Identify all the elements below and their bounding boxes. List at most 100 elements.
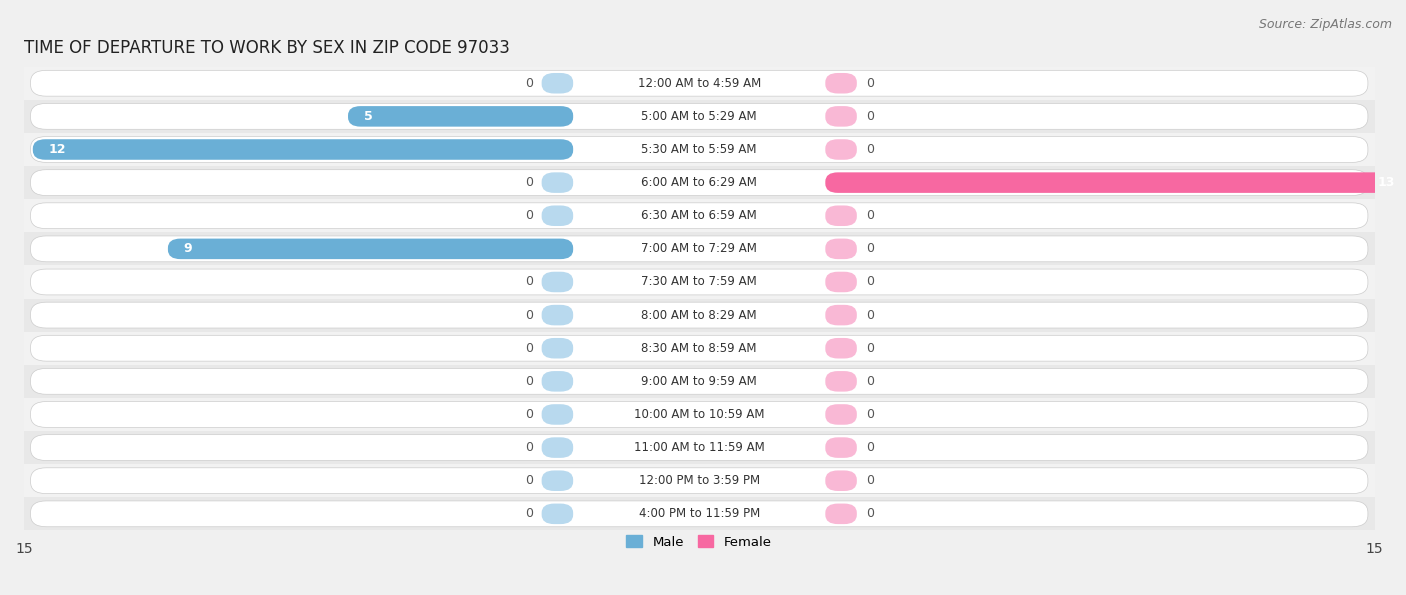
Bar bbox=[24, 265, 1375, 299]
Text: 0: 0 bbox=[524, 375, 533, 388]
Text: 0: 0 bbox=[524, 474, 533, 487]
FancyBboxPatch shape bbox=[541, 73, 574, 93]
Text: 13: 13 bbox=[1378, 176, 1395, 189]
Text: 0: 0 bbox=[524, 342, 533, 355]
Text: Source: ZipAtlas.com: Source: ZipAtlas.com bbox=[1258, 18, 1392, 31]
FancyBboxPatch shape bbox=[825, 272, 856, 292]
Text: 6:00 AM to 6:29 AM: 6:00 AM to 6:29 AM bbox=[641, 176, 758, 189]
Text: 7:00 AM to 7:29 AM: 7:00 AM to 7:29 AM bbox=[641, 242, 758, 255]
FancyBboxPatch shape bbox=[825, 173, 1406, 193]
FancyBboxPatch shape bbox=[825, 338, 856, 359]
Text: 9:00 AM to 9:59 AM: 9:00 AM to 9:59 AM bbox=[641, 375, 756, 388]
FancyBboxPatch shape bbox=[825, 503, 856, 524]
Text: 0: 0 bbox=[866, 342, 875, 355]
FancyBboxPatch shape bbox=[31, 70, 1368, 96]
FancyBboxPatch shape bbox=[31, 302, 1368, 328]
FancyBboxPatch shape bbox=[31, 368, 1368, 394]
Text: 0: 0 bbox=[866, 77, 875, 90]
Text: 7:30 AM to 7:59 AM: 7:30 AM to 7:59 AM bbox=[641, 275, 756, 289]
Text: 0: 0 bbox=[866, 508, 875, 521]
Text: 12:00 AM to 4:59 AM: 12:00 AM to 4:59 AM bbox=[637, 77, 761, 90]
FancyBboxPatch shape bbox=[825, 371, 856, 392]
Text: 0: 0 bbox=[524, 508, 533, 521]
FancyBboxPatch shape bbox=[31, 104, 1368, 129]
FancyBboxPatch shape bbox=[541, 404, 574, 425]
Text: 0: 0 bbox=[866, 309, 875, 322]
Text: 0: 0 bbox=[524, 275, 533, 289]
FancyBboxPatch shape bbox=[31, 402, 1368, 427]
FancyBboxPatch shape bbox=[31, 435, 1368, 461]
FancyBboxPatch shape bbox=[825, 139, 856, 160]
FancyBboxPatch shape bbox=[541, 272, 574, 292]
Text: 11:00 AM to 11:59 AM: 11:00 AM to 11:59 AM bbox=[634, 441, 765, 454]
Text: 8:00 AM to 8:29 AM: 8:00 AM to 8:29 AM bbox=[641, 309, 756, 322]
FancyBboxPatch shape bbox=[825, 73, 856, 93]
Text: 0: 0 bbox=[524, 176, 533, 189]
Bar bbox=[24, 331, 1375, 365]
Text: 5:00 AM to 5:29 AM: 5:00 AM to 5:29 AM bbox=[641, 110, 756, 123]
Text: 0: 0 bbox=[524, 209, 533, 223]
FancyBboxPatch shape bbox=[31, 203, 1368, 228]
Bar bbox=[24, 464, 1375, 497]
Text: 0: 0 bbox=[866, 110, 875, 123]
Text: 0: 0 bbox=[866, 474, 875, 487]
FancyBboxPatch shape bbox=[541, 338, 574, 359]
Bar bbox=[24, 398, 1375, 431]
Text: 8:30 AM to 8:59 AM: 8:30 AM to 8:59 AM bbox=[641, 342, 756, 355]
FancyBboxPatch shape bbox=[32, 139, 574, 160]
FancyBboxPatch shape bbox=[31, 468, 1368, 494]
FancyBboxPatch shape bbox=[31, 336, 1368, 361]
Text: 9: 9 bbox=[184, 242, 193, 255]
Text: 10:00 AM to 10:59 AM: 10:00 AM to 10:59 AM bbox=[634, 408, 765, 421]
Text: 0: 0 bbox=[866, 441, 875, 454]
Bar bbox=[24, 365, 1375, 398]
Text: 0: 0 bbox=[866, 143, 875, 156]
Text: 6:30 AM to 6:59 AM: 6:30 AM to 6:59 AM bbox=[641, 209, 756, 223]
FancyBboxPatch shape bbox=[31, 501, 1368, 527]
Text: 0: 0 bbox=[866, 375, 875, 388]
FancyBboxPatch shape bbox=[825, 239, 856, 259]
Text: 0: 0 bbox=[524, 77, 533, 90]
Bar bbox=[24, 299, 1375, 331]
Bar bbox=[24, 100, 1375, 133]
Text: 0: 0 bbox=[866, 242, 875, 255]
Text: TIME OF DEPARTURE TO WORK BY SEX IN ZIP CODE 97033: TIME OF DEPARTURE TO WORK BY SEX IN ZIP … bbox=[24, 39, 510, 57]
FancyBboxPatch shape bbox=[825, 437, 856, 458]
Text: 5:30 AM to 5:59 AM: 5:30 AM to 5:59 AM bbox=[641, 143, 756, 156]
Legend: Male, Female: Male, Female bbox=[621, 530, 778, 554]
Text: 12:00 PM to 3:59 PM: 12:00 PM to 3:59 PM bbox=[638, 474, 759, 487]
FancyBboxPatch shape bbox=[31, 236, 1368, 262]
Text: 0: 0 bbox=[524, 309, 533, 322]
FancyBboxPatch shape bbox=[31, 170, 1368, 196]
Text: 0: 0 bbox=[524, 408, 533, 421]
FancyBboxPatch shape bbox=[541, 503, 574, 524]
FancyBboxPatch shape bbox=[825, 471, 856, 491]
Text: 4:00 PM to 11:59 PM: 4:00 PM to 11:59 PM bbox=[638, 508, 759, 521]
Bar bbox=[24, 497, 1375, 530]
Bar bbox=[24, 133, 1375, 166]
FancyBboxPatch shape bbox=[349, 106, 574, 127]
FancyBboxPatch shape bbox=[825, 205, 856, 226]
FancyBboxPatch shape bbox=[825, 106, 856, 127]
FancyBboxPatch shape bbox=[825, 404, 856, 425]
FancyBboxPatch shape bbox=[541, 205, 574, 226]
FancyBboxPatch shape bbox=[31, 137, 1368, 162]
FancyBboxPatch shape bbox=[541, 305, 574, 325]
FancyBboxPatch shape bbox=[541, 471, 574, 491]
Text: 12: 12 bbox=[49, 143, 66, 156]
Bar bbox=[24, 67, 1375, 100]
Text: 5: 5 bbox=[364, 110, 373, 123]
Text: 0: 0 bbox=[524, 441, 533, 454]
Text: 0: 0 bbox=[866, 408, 875, 421]
FancyBboxPatch shape bbox=[541, 437, 574, 458]
FancyBboxPatch shape bbox=[167, 239, 574, 259]
FancyBboxPatch shape bbox=[541, 371, 574, 392]
FancyBboxPatch shape bbox=[541, 173, 574, 193]
FancyBboxPatch shape bbox=[825, 305, 856, 325]
Bar bbox=[24, 431, 1375, 464]
Text: 0: 0 bbox=[866, 209, 875, 223]
Bar bbox=[24, 232, 1375, 265]
Bar bbox=[24, 199, 1375, 232]
Text: 0: 0 bbox=[866, 275, 875, 289]
Bar bbox=[24, 166, 1375, 199]
